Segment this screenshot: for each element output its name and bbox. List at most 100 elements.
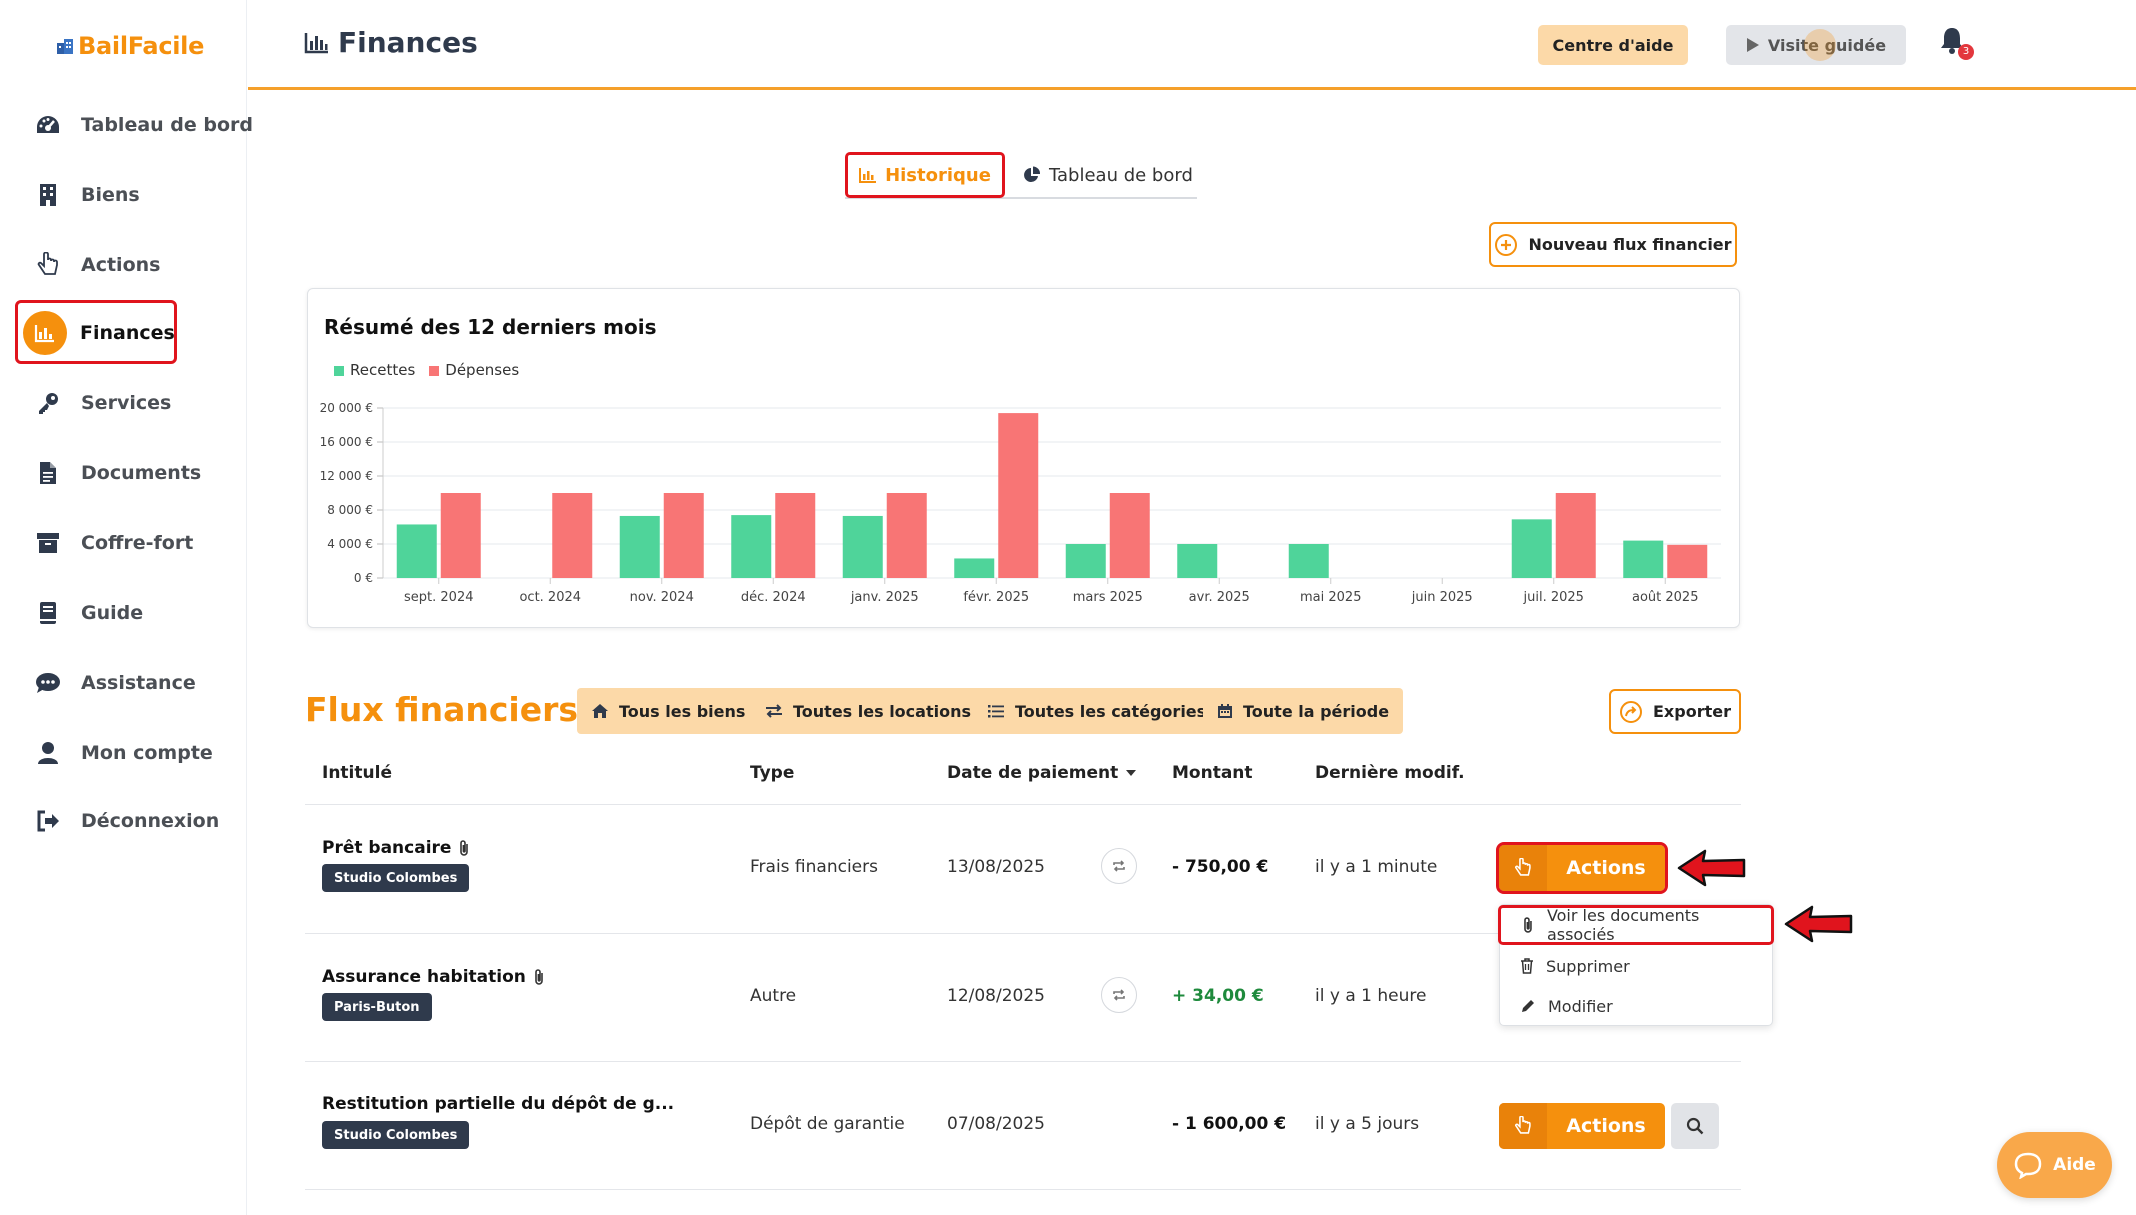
y-tick-label: 20 000 €: [320, 401, 373, 415]
column-header-type[interactable]: Type: [750, 763, 795, 783]
x-tick-label: août 2025: [1632, 590, 1698, 605]
column-header-derniere-modif[interactable]: Dernière modif.: [1315, 763, 1465, 783]
chart-bar-icon: [23, 311, 67, 355]
sidebar-item-deconnexion[interactable]: Déconnexion: [14, 790, 234, 852]
y-tick-label: 16 000 €: [320, 435, 373, 449]
filter-categories[interactable]: Toutes les catégories: [973, 688, 1221, 734]
sidebar-item-actions[interactable]: Actions: [14, 234, 234, 296]
chat-icon: [32, 667, 64, 699]
export-button[interactable]: Exporter: [1609, 689, 1741, 734]
bar-depenses: [440, 493, 481, 578]
sidebar-item-label: Documents: [81, 462, 202, 484]
sidebar-item-label: Déconnexion: [81, 810, 220, 832]
tab-label: Tableau de bord: [1049, 164, 1193, 186]
tab-historique[interactable]: Historique: [845, 152, 1005, 198]
tab-label: Historique: [885, 164, 991, 186]
menu-item-edit[interactable]: Modifier: [1500, 987, 1774, 1025]
chat-bubble-icon: [2014, 1152, 2042, 1179]
notifications-button[interactable]: 3: [1938, 26, 1978, 66]
bar-depenses: [775, 493, 816, 578]
sidebar-item-coffre-fort[interactable]: Coffre-fort: [14, 512, 234, 574]
column-header-montant[interactable]: Montant: [1172, 763, 1253, 783]
sidebar-item-biens[interactable]: Biens: [14, 164, 234, 226]
bell-icon: [1941, 28, 1963, 54]
bar-chart: 0 € 4 000 € 8 000 € 12 000 € 16 000 € 20 000 …: [320, 401, 1721, 605]
property-tag: Studio Colombes: [322, 864, 470, 892]
pencil-icon: [1522, 1000, 1534, 1012]
menu-item-delete[interactable]: Supprimer: [1500, 947, 1774, 985]
hand-pointer-icon: [32, 249, 64, 281]
row-type: Autre: [750, 986, 797, 1006]
sidebar-item-services[interactable]: Services: [14, 372, 234, 434]
row-title-text: Restitution partielle du dépôt de g...: [322, 1094, 675, 1114]
page-title: Finances: [304, 26, 478, 59]
row-modified: il y a 5 jours: [1315, 1114, 1420, 1134]
sidebar-item-mon-compte[interactable]: Mon compte: [14, 722, 234, 784]
list-icon: [988, 705, 1004, 718]
share-icon: [1620, 700, 1642, 723]
annotation-arrow-icon: [1784, 905, 1853, 943]
help-chat-label: Aide: [2053, 1155, 2096, 1175]
user-icon: [32, 737, 64, 769]
sidebar-item-documents[interactable]: Documents: [14, 442, 234, 504]
sidebar-item-label: Biens: [81, 184, 140, 206]
recurring-icon: [1101, 848, 1137, 884]
help-chat-button[interactable]: Aide: [1997, 1132, 2112, 1198]
help-center-button[interactable]: Centre d'aide: [1538, 25, 1688, 65]
sidebar-item-label: Finances: [80, 322, 175, 344]
book-icon: [32, 597, 64, 629]
bar-depenses: [886, 493, 927, 578]
x-tick-label: janv. 2025: [850, 590, 919, 605]
bar-recettes: [619, 515, 660, 578]
y-tick-label: 4 000 €: [327, 537, 373, 551]
filter-locations[interactable]: Toutes les locations: [751, 688, 985, 734]
legend-item-recettes[interactable]: Recettes: [334, 361, 415, 379]
sidebar-item-dashboard[interactable]: Tableau de bord: [14, 94, 253, 156]
exchange-icon: [766, 704, 782, 718]
row-amount: - 750,00 €: [1172, 857, 1269, 877]
tab-tableau-de-bord[interactable]: Tableau de bord: [1023, 152, 1193, 198]
actions-label: Actions: [1566, 1115, 1646, 1137]
view-details-button[interactable]: [1671, 1103, 1719, 1149]
filter-biens[interactable]: Tous les biens: [577, 688, 760, 734]
sidebar-item-label: Actions: [81, 254, 161, 276]
x-tick-label: sept. 2024: [404, 590, 473, 605]
table-row: Restitution partielle du dépôt de g... S…: [0, 1062, 1800, 1190]
row-type: Frais financiers: [750, 857, 878, 877]
row-title[interactable]: Prêt bancaire: [322, 838, 471, 858]
column-header-date[interactable]: Date de paiement: [947, 763, 1137, 783]
sidebar-item-finances[interactable]: Finances: [15, 300, 177, 364]
bar-depenses: [552, 493, 593, 578]
building-icon: [32, 179, 64, 211]
bar-recettes: [396, 524, 437, 578]
menu-item-view-documents[interactable]: Voir les documents associés: [1498, 905, 1774, 945]
row-title[interactable]: Restitution partielle du dépôt de g...: [322, 1094, 674, 1114]
home-icon: [592, 704, 608, 718]
key-icon: [32, 387, 64, 419]
x-tick-label: déc. 2024: [741, 590, 806, 605]
filter-periode[interactable]: Toute la période: [1203, 688, 1404, 734]
property-tag: Studio Colombes: [322, 1121, 470, 1149]
building-logo-icon: [57, 39, 73, 54]
x-tick-label: oct. 2024: [519, 590, 581, 605]
sidebar-item-label: Assistance: [81, 672, 196, 694]
x-tick-label: juil. 2025: [1523, 590, 1584, 605]
x-tick-label: juin 2025: [1411, 590, 1473, 605]
actions-button[interactable]: Actions: [1496, 842, 1668, 894]
calendar-icon: [1218, 704, 1232, 718]
legend-item-depenses[interactable]: Dépenses: [429, 361, 519, 379]
actions-button[interactable]: Actions: [1499, 1103, 1665, 1149]
bar-recettes: [1288, 544, 1329, 578]
app-logo[interactable]: BailFacile: [56, 32, 204, 60]
new-financial-flow-button[interactable]: Nouveau flux financier: [1489, 222, 1737, 267]
summary-chart-card: Résumé des 12 derniers mois Recettes Dép…: [307, 288, 1740, 628]
row-title[interactable]: Assurance habitation: [322, 967, 546, 987]
guided-tour-button[interactable]: Visite guidée: [1726, 25, 1906, 65]
pie-chart-icon: [1024, 166, 1041, 182]
sidebar-item-assistance[interactable]: Assistance: [14, 652, 234, 714]
column-header-intitule[interactable]: Intitulé: [322, 763, 392, 783]
sidebar-item-guide[interactable]: Guide: [14, 582, 234, 644]
x-tick-label: nov. 2024: [630, 590, 694, 605]
chart-title: Résumé des 12 derniers mois: [324, 315, 657, 339]
row-date: 07/08/2025: [947, 1114, 1045, 1134]
